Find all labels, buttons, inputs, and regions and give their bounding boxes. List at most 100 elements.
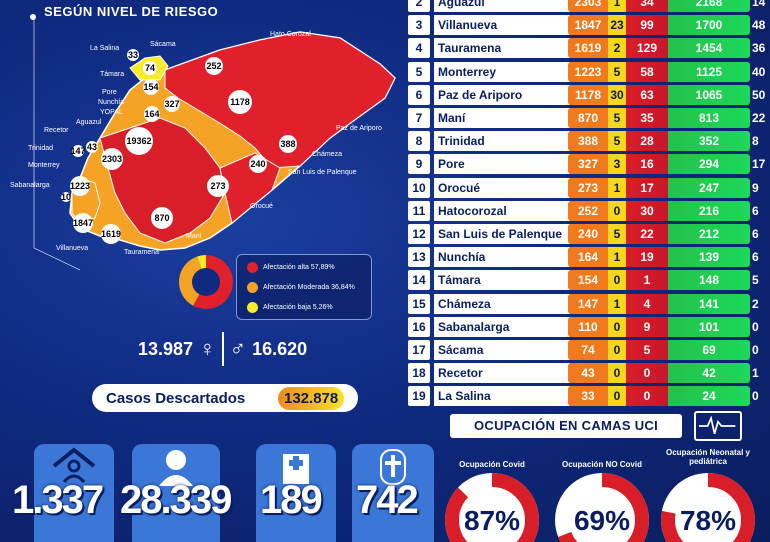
row-active: 0 xyxy=(613,343,621,357)
gauge-fill xyxy=(445,473,539,542)
row-extra: 0 xyxy=(752,319,759,334)
row-total: 43 xyxy=(581,366,595,381)
map-bubble xyxy=(144,106,160,122)
legend-swatch-moderate xyxy=(247,281,258,293)
map-bubble-value: 154 xyxy=(143,82,158,92)
row-active: 1 xyxy=(613,296,621,311)
row-rank: 7 xyxy=(408,108,430,128)
table-row: 10 Orocué 273 1 17 247 9 xyxy=(408,177,770,198)
row-extra: 48 xyxy=(752,18,766,33)
row-deaths: 4 xyxy=(643,296,651,311)
table-row: 11 Hatocorozal 252 0 30 216 6 xyxy=(408,200,770,221)
row-rank: 6 xyxy=(408,84,430,105)
row-active: 23 xyxy=(610,18,624,33)
map-bubble xyxy=(249,155,267,173)
title-dot xyxy=(30,14,36,20)
uci-gauge: 69% xyxy=(555,473,649,542)
row-active: 2 xyxy=(613,41,621,56)
map-bubble xyxy=(70,176,90,196)
man-icon: ♂ xyxy=(229,336,247,361)
row-deaths: 5 xyxy=(643,343,651,357)
table-row: 5 Monterrey 1223 5 58 1125 40 xyxy=(408,61,770,82)
row-cells: 147 1 4 141 xyxy=(568,293,750,314)
heart-monitor-icon xyxy=(694,411,742,441)
map-place-label: YOPAL xyxy=(100,109,123,116)
table-row: 13 Nunchía 164 1 19 139 6 xyxy=(408,247,770,268)
row-cells: 870 5 35 813 xyxy=(568,108,750,128)
row-active: 1 xyxy=(613,0,621,9)
row-municipality: Chámeza xyxy=(434,293,570,314)
row-extra: 2 xyxy=(752,296,759,311)
row-deaths: 9 xyxy=(643,319,651,334)
row-recovered: 1454 xyxy=(695,41,723,56)
map-bubble-value: 2303 xyxy=(102,154,122,164)
row-extra: 1 xyxy=(752,366,759,381)
uci-gauge: 87% xyxy=(445,473,539,542)
table-row: 8 Trinidad 388 5 28 352 8 xyxy=(408,131,770,152)
map-place-labels: La Salina Sácama Hato Corozal Támara Pore Nun… xyxy=(10,31,382,256)
row-total: 327 xyxy=(577,157,599,172)
map-place-label: San Luis de Palenque xyxy=(288,169,357,176)
table-row: 19 La Salina 33 0 0 24 0 xyxy=(408,386,770,407)
map-place-label: Aguazul xyxy=(76,119,102,126)
map-bubble-value: 870 xyxy=(154,213,169,223)
row-recovered: 813 xyxy=(698,111,720,125)
row-rank: 4 xyxy=(408,38,430,59)
row-deaths: 58 xyxy=(640,64,654,79)
row-deaths: 16 xyxy=(640,157,654,172)
map-bubble-value: 273 xyxy=(210,181,225,191)
person-icon xyxy=(159,450,193,486)
cross-icon xyxy=(380,449,406,485)
map-place-label: Paz de Ariporo xyxy=(336,125,382,132)
table-row: 15 Chámeza 147 1 4 141 2 xyxy=(408,293,770,314)
row-deaths: 0 xyxy=(643,389,651,404)
table-row: 14 Támara 154 0 1 148 5 xyxy=(408,270,770,291)
row-total: 110 xyxy=(578,319,598,334)
map-bubble-value: 252 xyxy=(206,61,221,71)
row-extra: 6 xyxy=(752,250,759,265)
row-active: 1 xyxy=(613,180,621,195)
gender-divider xyxy=(221,332,224,366)
row-rank: 14 xyxy=(408,270,430,291)
row-extra: 5 xyxy=(752,273,759,288)
map-bubble-value: 240 xyxy=(250,159,265,169)
row-recovered: 139 xyxy=(698,250,720,265)
map-bubble xyxy=(61,192,71,202)
row-cells: 74 0 5 69 xyxy=(568,340,750,360)
row-municipality: Recetor xyxy=(434,363,570,384)
legend-label: Afectación alta 57,89% xyxy=(263,263,335,271)
row-cells: 164 1 19 139 xyxy=(568,247,750,268)
row-recovered: 1700 xyxy=(695,18,723,33)
map-place-label: Sácama xyxy=(150,41,176,48)
map-bubble xyxy=(151,207,173,229)
row-rank: 8 xyxy=(408,131,430,152)
map-bubble xyxy=(86,141,98,153)
row-total: 252 xyxy=(577,203,599,218)
row-extra: 0 xyxy=(752,389,759,404)
map-place-label: Chámeza xyxy=(312,151,342,158)
row-rank: 3 xyxy=(408,15,430,36)
row-total: 273 xyxy=(577,180,599,195)
row-extra: 9 xyxy=(752,180,759,195)
map-bubble xyxy=(143,79,159,95)
legend-label: Afectación baja 5,26% xyxy=(263,303,333,311)
uci-title: OCUPACIÓN EN CAMAS UCI xyxy=(450,414,682,438)
map-place-label: Pore xyxy=(102,89,117,96)
map-place-label: Hato Corozal xyxy=(270,31,311,38)
row-recovered: 1065 xyxy=(695,87,723,102)
map-bubble xyxy=(279,135,297,153)
map-bubble xyxy=(73,213,93,233)
row-extra: 6 xyxy=(752,227,759,241)
uci-gauge: 78% xyxy=(661,473,755,542)
table-row: 6 Paz de Ariporo 1178 30 63 1065 50 xyxy=(408,84,770,105)
legend-label: Afectación Moderada 36,84% xyxy=(263,283,355,291)
map-bubble-value: 1178 xyxy=(230,97,250,107)
gauge-value: 78% xyxy=(680,505,736,536)
row-cells: 1223 5 58 1125 xyxy=(568,61,750,82)
row-total: 74 xyxy=(581,343,595,357)
row-municipality: Trinidad xyxy=(434,131,570,152)
row-municipality: Nunchía xyxy=(434,247,570,268)
legend-item: Afectación Moderada 36,84% xyxy=(237,277,371,297)
